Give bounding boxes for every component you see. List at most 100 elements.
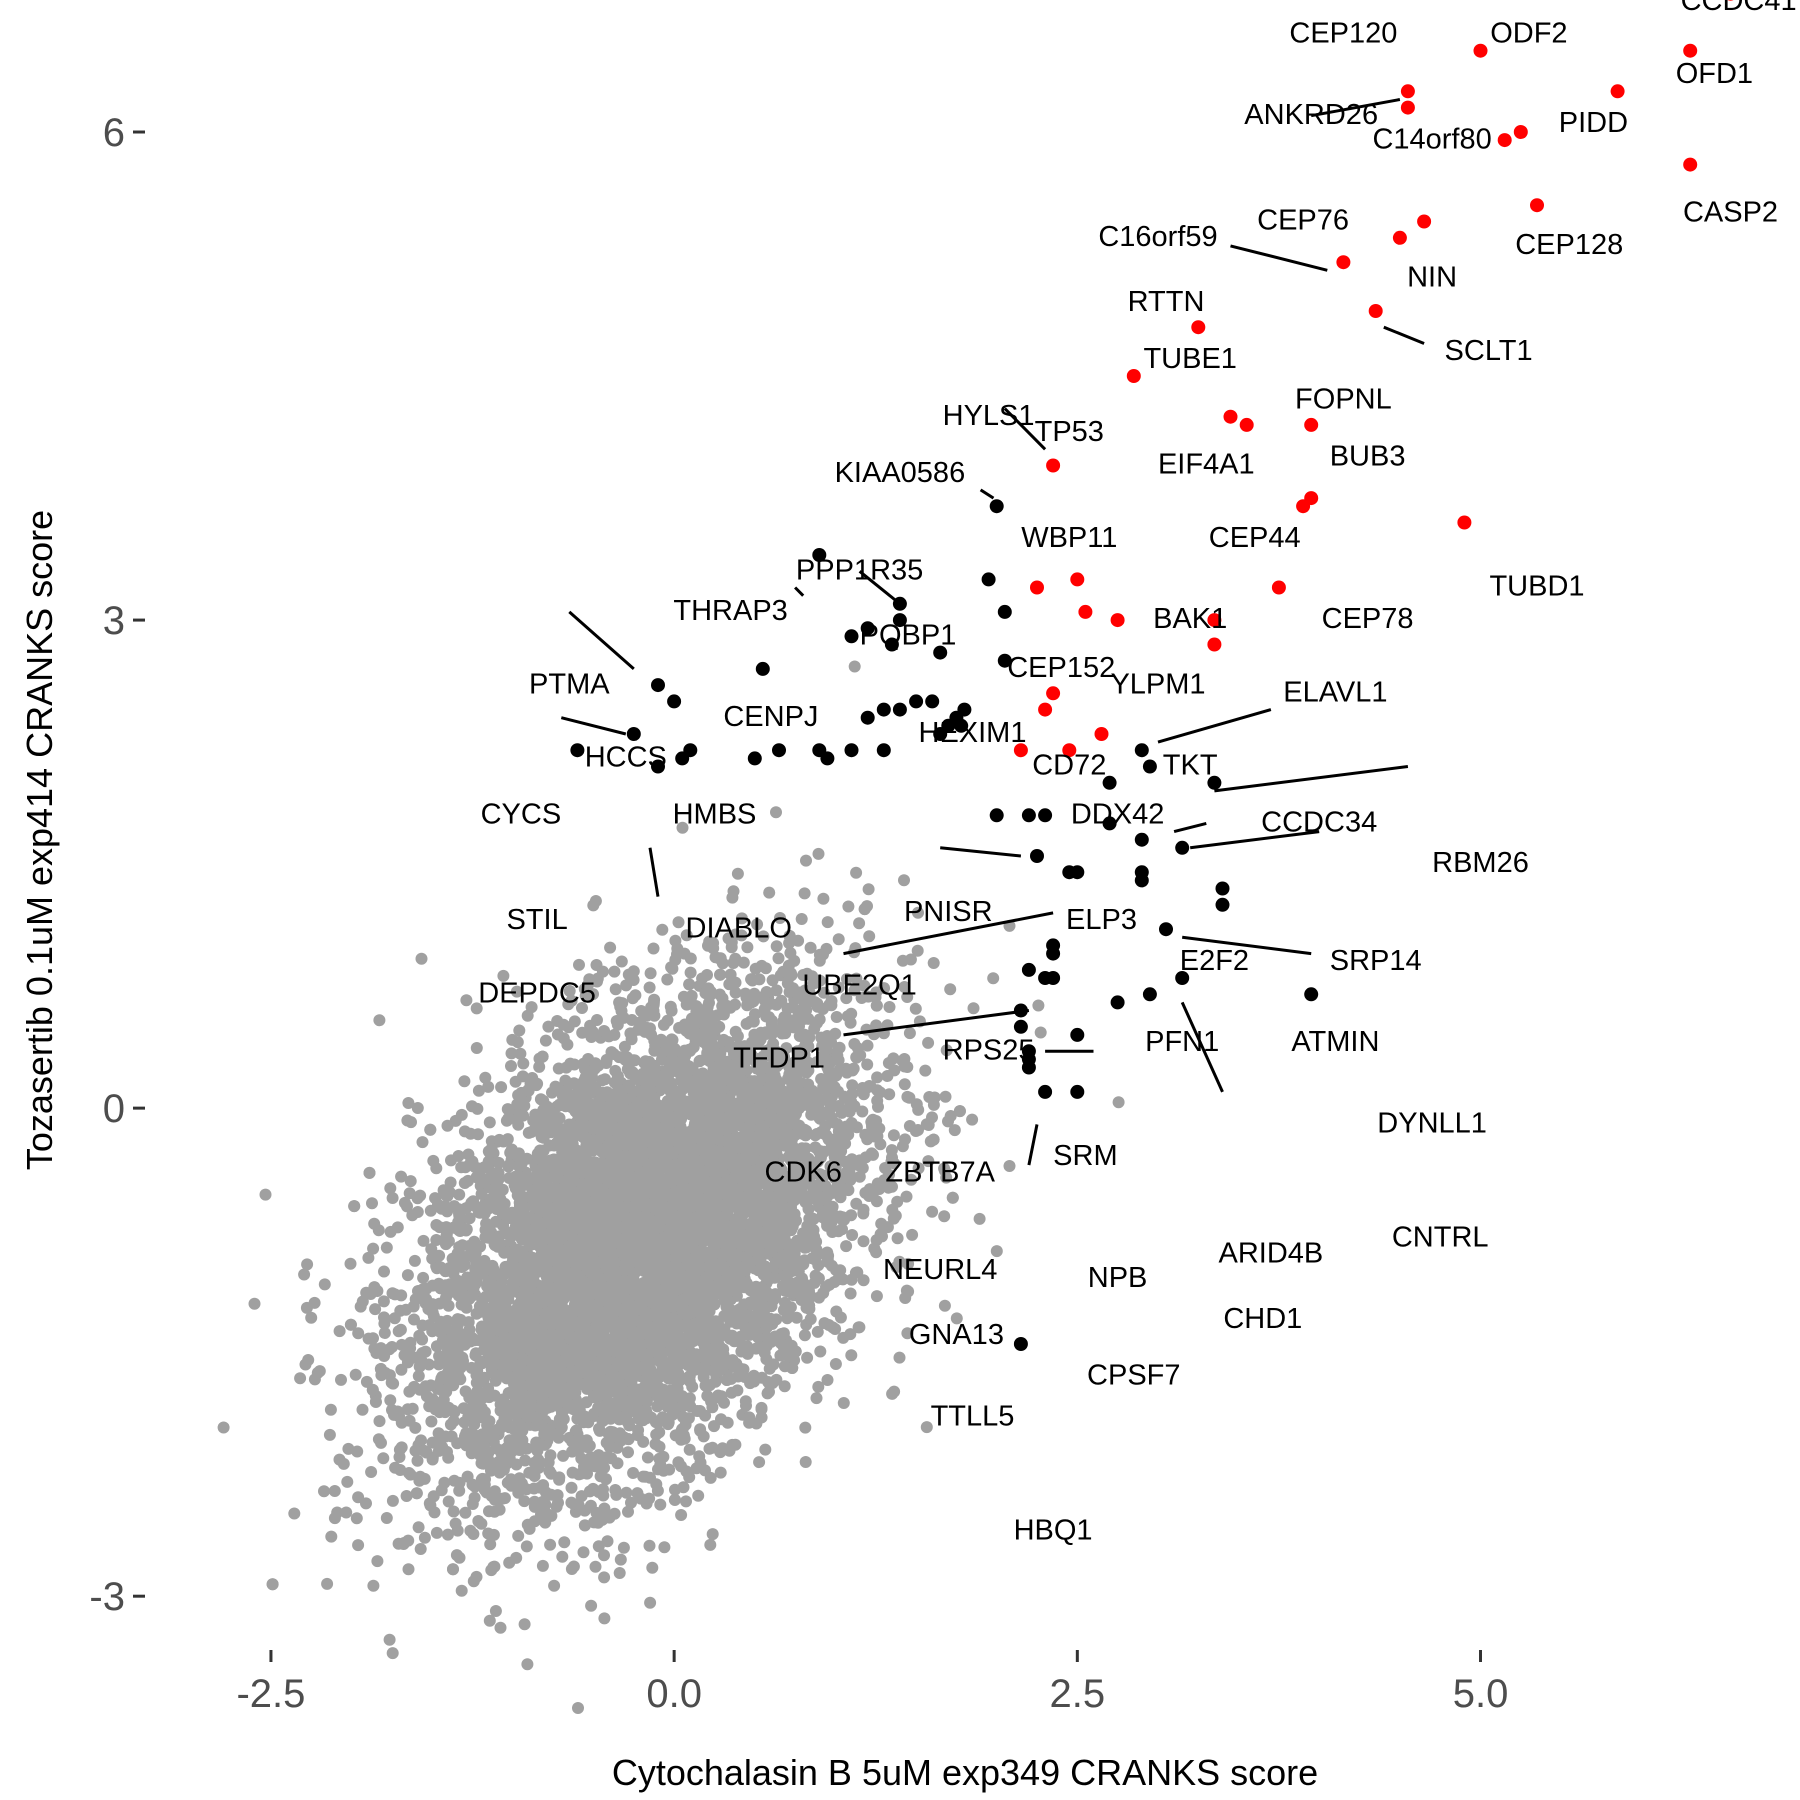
background-point bbox=[580, 990, 593, 1003]
background-point bbox=[711, 1363, 724, 1376]
background-point bbox=[430, 1526, 443, 1539]
background-point bbox=[899, 1133, 911, 1146]
background-point bbox=[853, 917, 866, 930]
background-point bbox=[383, 1633, 396, 1646]
background-point bbox=[741, 941, 754, 954]
background-point bbox=[371, 1555, 384, 1568]
background-point bbox=[369, 1303, 382, 1316]
background-point bbox=[408, 1254, 421, 1267]
background-point bbox=[458, 1075, 471, 1088]
background-point bbox=[696, 972, 709, 985]
background-point bbox=[1003, 1160, 1016, 1172]
background-point bbox=[724, 968, 737, 981]
background-point bbox=[341, 1475, 354, 1488]
background-point bbox=[412, 1521, 425, 1534]
background-point bbox=[455, 1584, 468, 1597]
background-point bbox=[716, 957, 729, 970]
background-point bbox=[497, 969, 510, 982]
background-point bbox=[365, 1466, 378, 1478]
background-point bbox=[415, 1434, 427, 1447]
background-point bbox=[386, 1647, 399, 1660]
background-point bbox=[724, 1332, 737, 1345]
background-point bbox=[825, 995, 838, 1007]
background-point bbox=[987, 972, 1000, 985]
background-point bbox=[844, 1016, 857, 1029]
background-point bbox=[948, 1124, 961, 1137]
background-point bbox=[644, 1596, 657, 1609]
background-point bbox=[846, 1229, 859, 1241]
background-point bbox=[644, 967, 657, 980]
background-point bbox=[682, 1412, 695, 1425]
background-point bbox=[842, 1184, 855, 1197]
background-point bbox=[328, 1485, 341, 1497]
background-point bbox=[650, 1478, 663, 1491]
background-point bbox=[366, 1197, 378, 1210]
background-point bbox=[414, 1189, 427, 1202]
background-point bbox=[403, 1187, 416, 1200]
background-point bbox=[414, 1543, 427, 1555]
background-point bbox=[857, 1235, 870, 1248]
background-point bbox=[939, 1090, 952, 1103]
background-point bbox=[938, 1164, 951, 1177]
background-point bbox=[777, 1327, 790, 1340]
background-point bbox=[631, 1429, 644, 1442]
background-point bbox=[684, 966, 697, 979]
background-point bbox=[731, 867, 744, 880]
background-point bbox=[844, 1287, 857, 1300]
background-point bbox=[798, 1329, 811, 1342]
background-point bbox=[325, 1530, 338, 1543]
background-point bbox=[384, 1182, 397, 1195]
background-point bbox=[552, 1431, 565, 1444]
background-point bbox=[411, 1102, 424, 1114]
background-point bbox=[537, 1094, 550, 1107]
background-point bbox=[418, 1531, 431, 1544]
background-point bbox=[718, 1396, 730, 1409]
background-point bbox=[521, 1658, 534, 1671]
background-point bbox=[817, 948, 829, 961]
background-point bbox=[830, 1011, 843, 1023]
background-point bbox=[938, 1299, 951, 1312]
background-point bbox=[557, 1449, 570, 1462]
background-point bbox=[318, 1278, 331, 1291]
background-point bbox=[812, 847, 825, 860]
background-point bbox=[620, 1486, 633, 1499]
background-point bbox=[425, 1415, 438, 1428]
background-point bbox=[589, 895, 602, 907]
background-point bbox=[518, 1618, 531, 1631]
background-point bbox=[444, 1176, 457, 1189]
background-point bbox=[604, 941, 617, 954]
background-point bbox=[1034, 1026, 1047, 1039]
background-point bbox=[386, 1192, 399, 1204]
background-point bbox=[804, 1313, 817, 1326]
background-point bbox=[377, 1452, 390, 1465]
background-point bbox=[404, 1468, 417, 1481]
background-point bbox=[832, 1225, 845, 1238]
background-point bbox=[809, 1141, 822, 1154]
background-point bbox=[821, 1246, 834, 1259]
background-point bbox=[391, 1221, 404, 1234]
background-point bbox=[757, 930, 770, 943]
background-point bbox=[808, 1230, 821, 1243]
background-point bbox=[427, 1490, 440, 1503]
background-point bbox=[551, 1015, 564, 1027]
background-point bbox=[891, 1232, 904, 1245]
background-point bbox=[598, 1612, 611, 1625]
background-point bbox=[675, 1509, 688, 1521]
background-point bbox=[747, 1369, 760, 1382]
background-point bbox=[466, 1478, 479, 1491]
background-point bbox=[906, 1228, 919, 1241]
background-point bbox=[483, 1116, 496, 1129]
background-point bbox=[483, 1614, 496, 1627]
background-point bbox=[725, 1386, 738, 1399]
background-point bbox=[626, 992, 639, 1005]
background-point bbox=[395, 1170, 408, 1183]
background-point bbox=[812, 1380, 825, 1393]
background-point bbox=[416, 1136, 429, 1149]
background-point bbox=[589, 1389, 602, 1402]
background-point bbox=[552, 1496, 564, 1509]
background-point bbox=[565, 1563, 578, 1575]
background-point bbox=[790, 1311, 803, 1324]
background-point bbox=[340, 1506, 353, 1519]
background-point bbox=[664, 1000, 677, 1013]
background-point bbox=[440, 1291, 452, 1304]
